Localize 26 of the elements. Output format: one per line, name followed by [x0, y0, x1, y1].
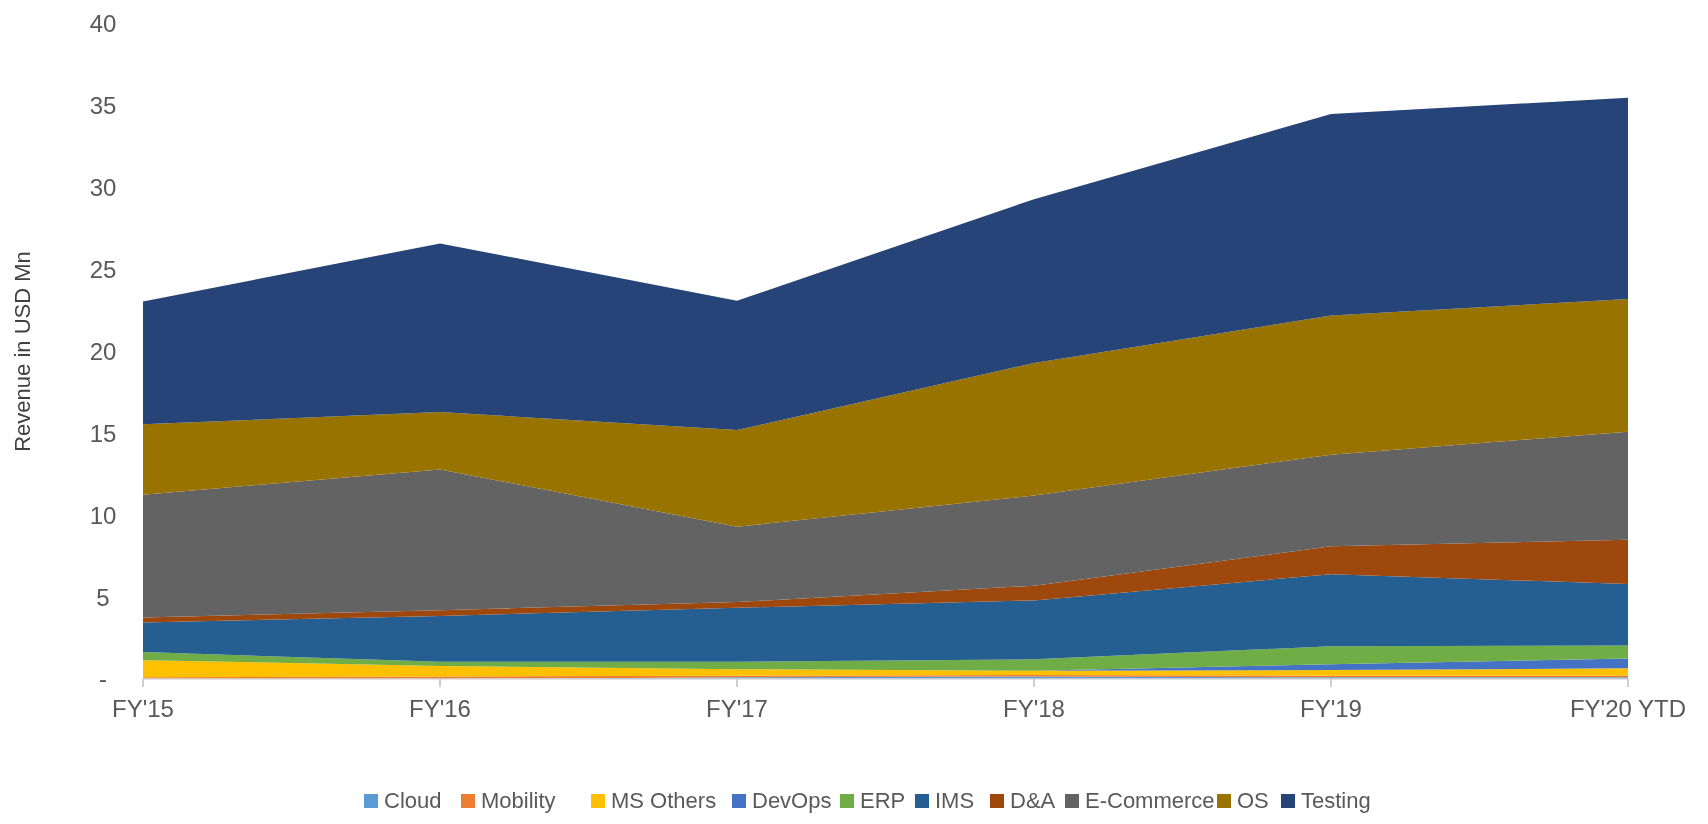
legend-label: E-Commerce: [1085, 788, 1215, 813]
legend-label: D&A: [1010, 788, 1056, 813]
legend-label: OS: [1237, 788, 1269, 813]
y-tick-label: 40: [89, 10, 117, 38]
legend-label: ERP: [860, 788, 906, 813]
legend-label: Testing: [1301, 788, 1371, 813]
y-tick-label: 20: [89, 337, 117, 365]
legend-label: MS Others: [611, 788, 717, 813]
legend-label: DevOps: [752, 788, 832, 813]
y-tick-label: 30: [89, 174, 117, 202]
legend-label: Mobility: [481, 788, 556, 813]
legend-label: Cloud: [384, 788, 442, 813]
y-tick-label: 35: [89, 92, 117, 120]
x-tick-label: FY'15: [112, 695, 174, 722]
y-tick-label: 5: [96, 583, 110, 611]
y-axis-title: Revenue in USD Mn: [10, 251, 35, 452]
x-tick-label: FY'20 YTD: [1569, 695, 1687, 722]
y-tick-label: 10: [89, 501, 117, 529]
y-tick-label: 25: [89, 256, 117, 284]
y-tick-label: 15: [89, 419, 117, 447]
x-tick-label: FY'18: [1003, 695, 1065, 722]
x-tick-label: FY'17: [706, 695, 768, 722]
y-tick-label: -: [99, 665, 107, 693]
x-tick-label: FY'16: [409, 695, 471, 722]
x-tick-label: FY'19: [1300, 695, 1362, 722]
legend-label: IMS: [935, 788, 975, 813]
